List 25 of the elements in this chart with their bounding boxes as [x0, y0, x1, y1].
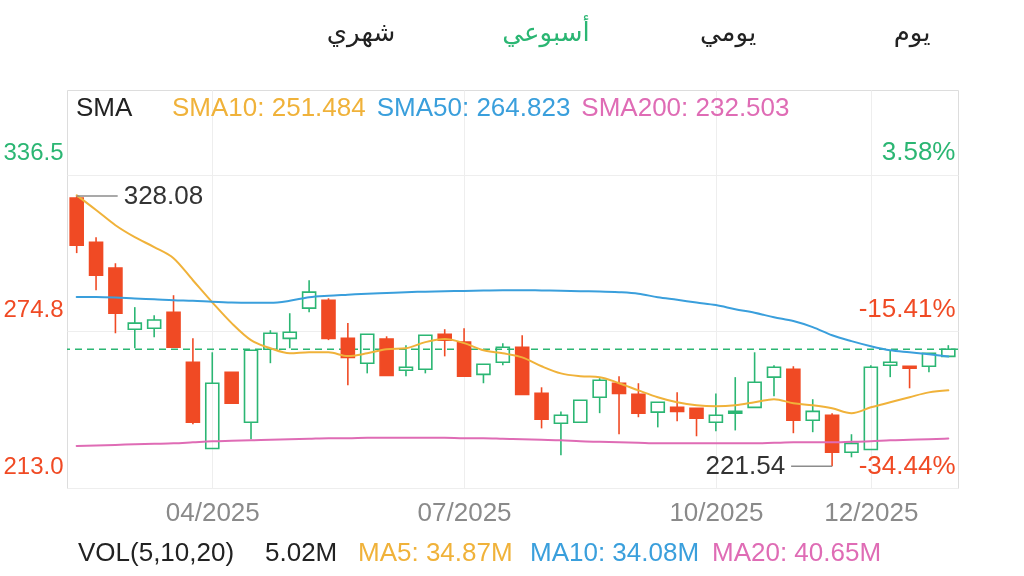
- text: VOL(5,10,20): [78, 537, 235, 567]
- text: SMA200: 232.503: [581, 92, 790, 122]
- y2-tick-label: -15.41%: [858, 292, 956, 323]
- text: SMA10: 251.484: [172, 92, 366, 122]
- text: SMA50: 264.823: [376, 92, 571, 122]
- text: MA10: 34.08M: [530, 537, 700, 567]
- text: يوم: [893, 17, 931, 48]
- text: شهري: [326, 17, 396, 48]
- annotation: 221.54: [705, 450, 786, 481]
- x-tick-label: 10/2025: [669, 496, 764, 527]
- text: 5.02M: [265, 537, 338, 567]
- y-tick-label: 213.0: [3, 451, 64, 479]
- x-tick-label: 04/2025: [165, 496, 260, 527]
- y2-tick-label: 3.58%: [881, 136, 956, 167]
- text: أسبوعي: [502, 14, 590, 48]
- annotation: 328.08: [123, 180, 204, 211]
- x-tick-label: 12/2025: [824, 496, 919, 527]
- y-tick-label: 336.5: [3, 138, 64, 166]
- text: MA20: 40.65M: [712, 537, 882, 567]
- y-tick-label: 274.8: [3, 294, 64, 322]
- text: MA5: 34.87M: [358, 537, 513, 567]
- text: يومي: [699, 17, 757, 48]
- y2-tick-label: -34.44%: [858, 449, 956, 480]
- annotation: SMA: [76, 92, 133, 122]
- x-tick-label: 07/2025: [417, 496, 512, 527]
